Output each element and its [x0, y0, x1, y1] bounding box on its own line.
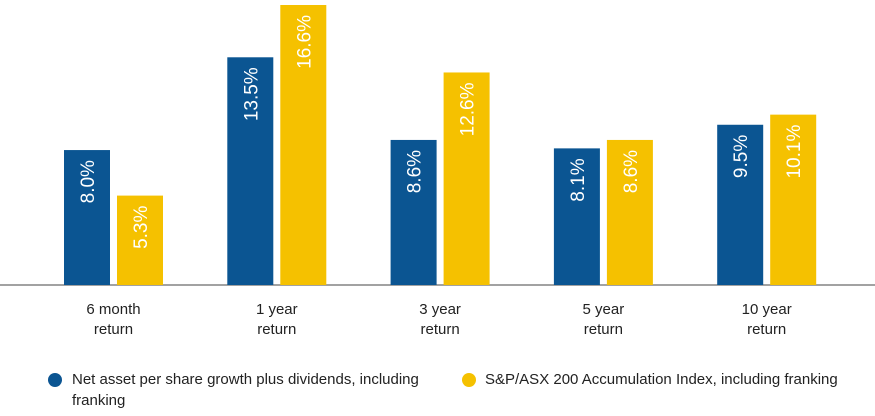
bar [227, 57, 274, 286]
x-tick-label: 10 year return [741, 301, 792, 338]
legend-label: S&P/ASX 200 Accumulation Index, includin… [485, 371, 838, 388]
x-tick-label: 1 year return [255, 301, 298, 338]
bar [553, 148, 600, 285]
data-label: 8.6% [621, 150, 642, 193]
bar [64, 150, 110, 285]
bar [770, 114, 817, 286]
x-tick-label: 6 month return [86, 301, 141, 338]
data-label: 10.1% [784, 125, 805, 179]
data-label: 12.6% [458, 82, 479, 136]
data-label: 8.0% [78, 160, 99, 203]
data-label: 16.6% [294, 15, 315, 69]
bar [390, 139, 437, 285]
x-tick-label: 3 year return [419, 301, 461, 338]
legend-label: Net asset per share growth plus dividend… [72, 371, 419, 409]
bar [443, 72, 490, 285]
legend-marker [462, 373, 476, 387]
data-label: 8.6% [405, 150, 426, 193]
data-label: 9.5% [731, 135, 752, 178]
data-label: 8.1% [568, 158, 589, 201]
legend-marker [48, 373, 62, 387]
bar [117, 195, 163, 285]
bar [606, 139, 653, 285]
data-label: 13.5% [241, 67, 262, 121]
data-label: 5.3% [131, 206, 152, 249]
x-tick-label: 5 year return [582, 301, 625, 338]
bar [717, 124, 764, 285]
bar [280, 5, 327, 285]
